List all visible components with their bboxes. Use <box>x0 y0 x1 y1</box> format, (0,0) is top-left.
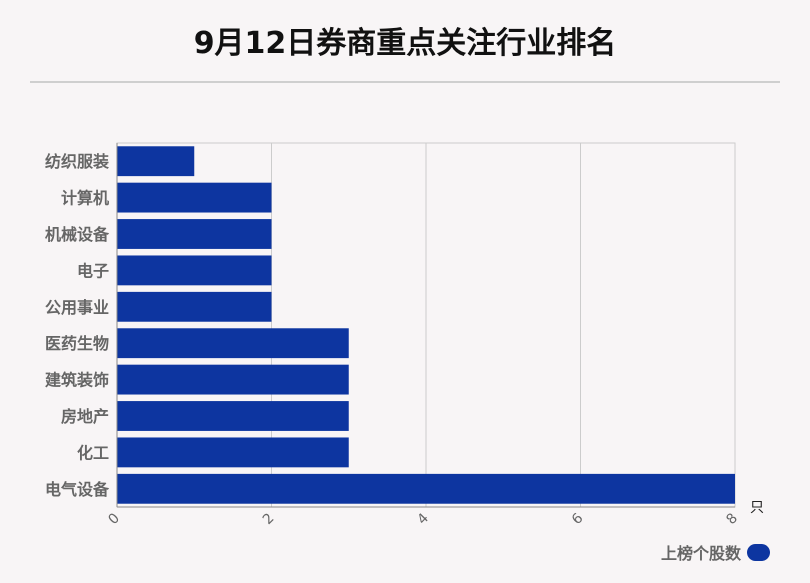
category-label: 电气设备 <box>45 480 110 499</box>
category-label: 医药生物 <box>45 334 109 353</box>
bar-建筑装饰 <box>117 364 349 395</box>
bar-计算机 <box>117 182 272 213</box>
category-label: 电子 <box>77 261 109 280</box>
chart-title: 9月12日券商重点关注行业排名 <box>193 26 617 61</box>
bar-房地产 <box>117 401 349 431</box>
bar-机械设备 <box>117 219 272 249</box>
bar-纺织服装 <box>117 146 195 177</box>
bar-公用事业 <box>117 291 272 322</box>
category-label: 计算机 <box>61 189 109 208</box>
x-tick-label: 2 <box>260 510 278 528</box>
bar-化工 <box>117 437 349 468</box>
category-label: 纺织服装 <box>45 152 109 171</box>
category-label: 建筑装饰 <box>45 371 109 390</box>
category-label: 房地产 <box>61 407 109 426</box>
x-tick-label: 6 <box>569 510 587 528</box>
category-label: 公用事业 <box>45 298 109 317</box>
legend[interactable]: 上榜个股数 <box>661 540 770 564</box>
title-divider <box>30 81 780 83</box>
x-tick-label: 0 <box>105 510 123 528</box>
category-label: 机械设备 <box>45 225 110 244</box>
bar-电子 <box>117 255 272 286</box>
x-axis-unit-label: 只 <box>750 500 764 516</box>
legend-label: 上榜个股数 <box>660 544 741 563</box>
category-label: 化工 <box>77 443 109 462</box>
bar-医药生物 <box>117 328 349 359</box>
legend-swatch <box>747 543 770 561</box>
x-tick-label: 8 <box>723 510 741 528</box>
bar-电气设备 <box>117 473 735 504</box>
x-tick-label: 4 <box>414 510 432 528</box>
